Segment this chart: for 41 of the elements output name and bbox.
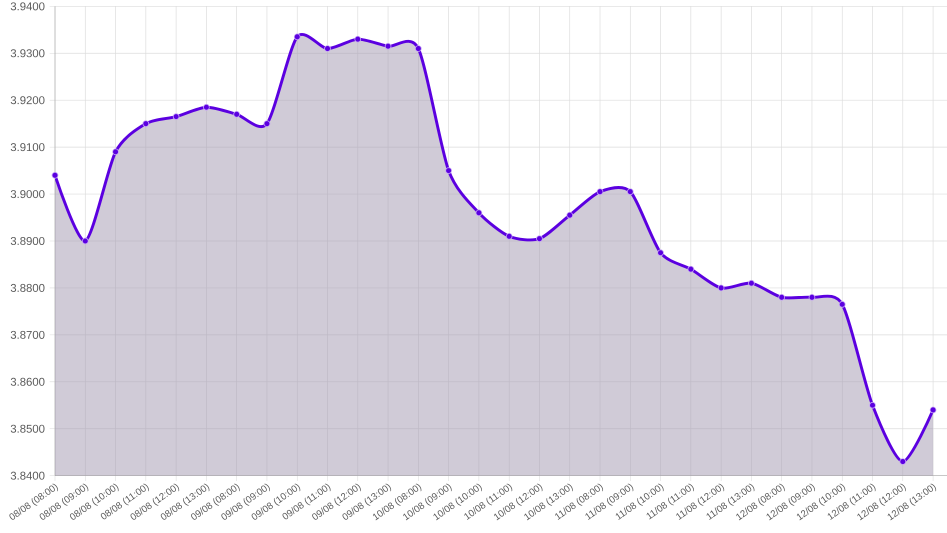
point [869, 402, 876, 409]
point [203, 104, 210, 111]
point [626, 188, 634, 196]
point [748, 280, 755, 287]
point [838, 301, 846, 308]
point [324, 45, 331, 52]
point [415, 45, 422, 52]
y-tick-label: 3.9000 [10, 190, 45, 198]
point [718, 284, 724, 292]
point [566, 212, 574, 219]
point [112, 148, 119, 156]
y-tick-label: 3.9400 [10, 2, 45, 10]
point [264, 120, 270, 127]
y-tick-label: 3.8600 [10, 378, 45, 386]
point [506, 232, 513, 240]
y-tick-label: 3.9200 [10, 96, 45, 104]
point [294, 34, 301, 40]
point [82, 238, 89, 244]
y-tick-label: 3.9100 [10, 143, 45, 152]
point [52, 172, 58, 179]
point [445, 167, 452, 174]
point [233, 110, 240, 118]
y-tick-label: 3.8500 [10, 424, 45, 433]
point [596, 188, 604, 196]
point [899, 458, 906, 465]
y-tick-label: 3.8800 [10, 284, 45, 292]
point [688, 266, 694, 272]
point [536, 235, 543, 242]
point [172, 113, 180, 120]
point [142, 120, 150, 127]
point [476, 210, 482, 216]
point [778, 294, 786, 301]
point [808, 294, 816, 301]
y-tick-label: 3.9300 [10, 49, 45, 58]
point [384, 42, 392, 50]
y-tick-label: 3.8400 [10, 472, 45, 480]
point [354, 36, 362, 43]
point [657, 249, 664, 256]
point [930, 406, 936, 414]
y-tick-label: 3.8700 [10, 330, 45, 339]
y-tick-label: 3.8900 [10, 236, 45, 246]
